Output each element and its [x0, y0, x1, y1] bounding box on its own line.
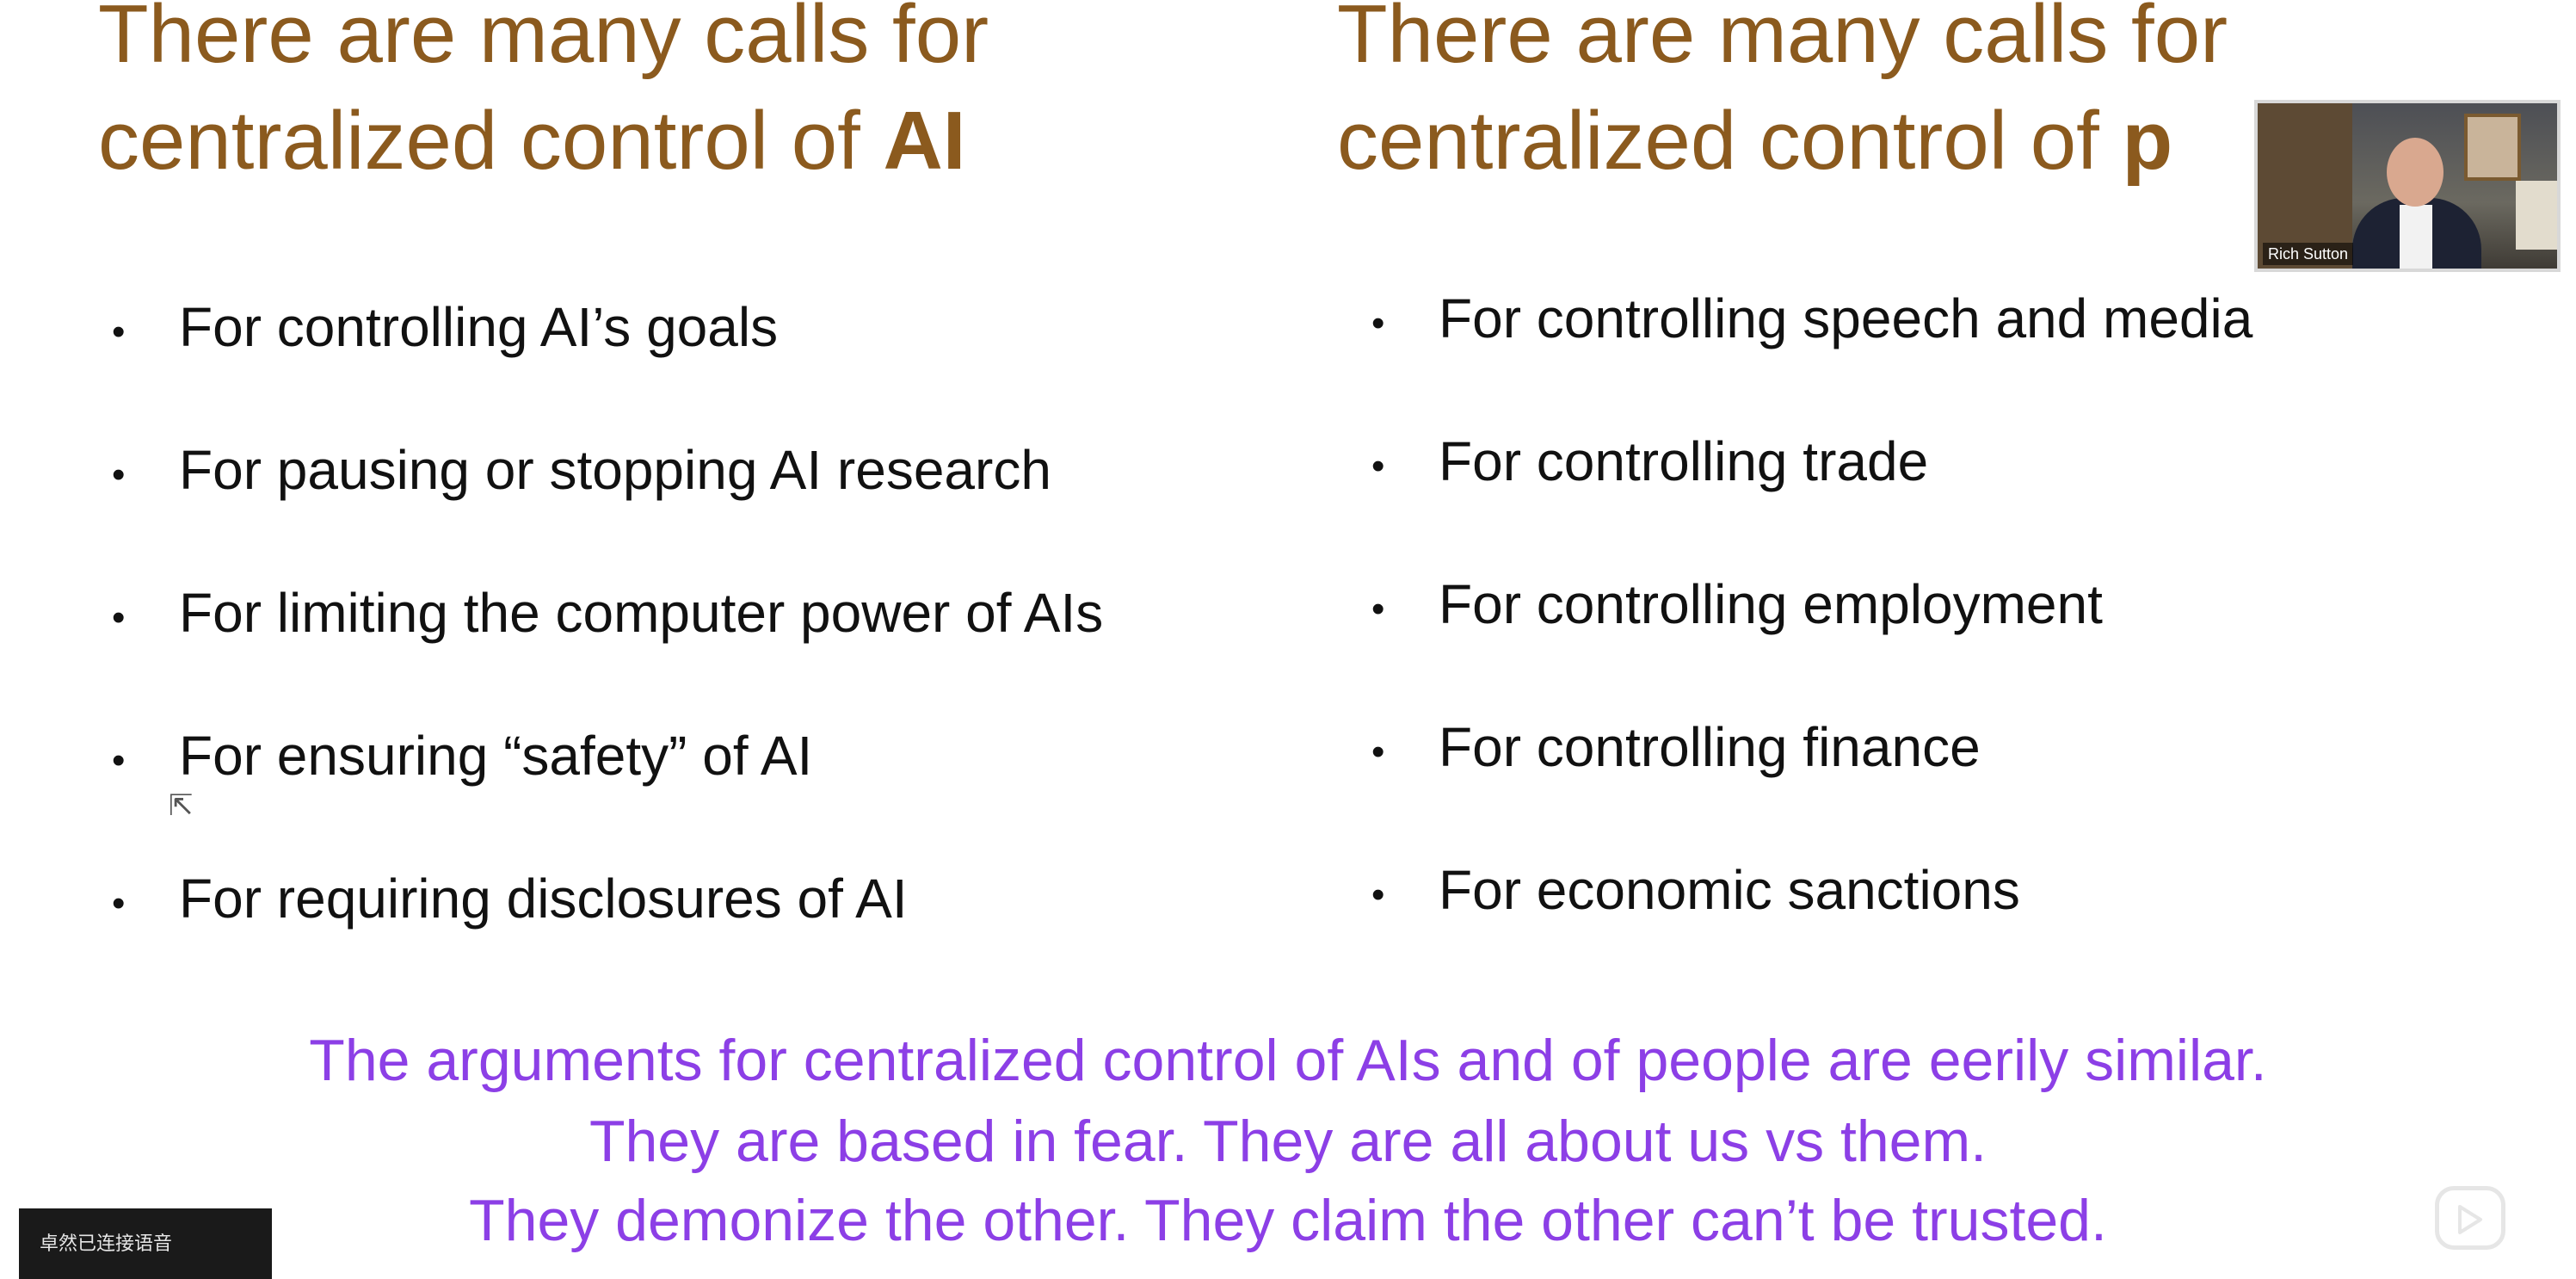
- list-item-text: For controlling AI’s goals: [179, 296, 779, 358]
- list-item: • For requiring disclosures of AI: [112, 861, 1282, 1004]
- list-item-text: For controlling finance: [1439, 716, 1981, 778]
- left-bullet-list: • For controlling AI’s goals • For pausing…: [112, 289, 1282, 1004]
- right-bullet-list: • For controlling speech and media • For c…: [1371, 281, 2542, 995]
- list-item-text: For ensuring “safety” of AI: [179, 725, 813, 787]
- list-item-text: For economic sanctions: [1439, 859, 2020, 921]
- conclusion-line-1: The arguments for centralized control of…: [309, 1028, 2267, 1093]
- list-item: • For limiting the computer power of AIs: [112, 575, 1282, 718]
- bullet-icon: •: [1371, 588, 1385, 630]
- play-icon: [2458, 1205, 2482, 1234]
- video-background-shelf: [2258, 103, 2352, 269]
- right-heading-line2: centralized control of: [1337, 95, 2123, 187]
- right-heading-line1: There are many calls for: [1337, 0, 2228, 80]
- bullet-icon: •: [112, 882, 126, 924]
- list-item-text: For pausing or stopping AI research: [179, 439, 1051, 501]
- left-heading-line2: centralized control of: [98, 95, 884, 187]
- list-item: • For controlling speech and media: [1371, 281, 2542, 423]
- voice-connection-panel[interactable]: 卓然已连接语音: [19, 1208, 272, 1279]
- bullet-icon: •: [1371, 302, 1385, 344]
- list-item: • For controlling AI’s goals: [112, 289, 1282, 432]
- bullet-icon: •: [1371, 445, 1385, 487]
- list-item: • For economic sanctions: [1371, 852, 2542, 995]
- video-background-paper: [2516, 181, 2557, 250]
- list-item-text: For controlling employment: [1439, 573, 2103, 635]
- left-heading-emphasis: AI: [883, 95, 966, 187]
- video-background-frame: [2464, 114, 2521, 181]
- right-heading: There are many calls for centralized con…: [1337, 0, 2228, 195]
- speaker-head: [2387, 138, 2444, 207]
- speaker-name-label: Rich Sutton: [2263, 243, 2354, 265]
- cursor-icon: ⇱: [169, 789, 194, 822]
- bullet-icon: •: [112, 739, 126, 782]
- list-item: • For pausing or stopping AI research: [112, 432, 1282, 575]
- list-item-text: For requiring disclosures of AI: [179, 868, 908, 930]
- play-button[interactable]: [2435, 1186, 2505, 1250]
- bullet-icon: •: [112, 311, 126, 353]
- bullet-icon: •: [112, 454, 126, 496]
- list-item-text: For limiting the computer power of AIs: [179, 582, 1104, 644]
- left-heading-line1: There are many calls for: [98, 0, 989, 80]
- list-item-text: For controlling trade: [1439, 430, 1929, 492]
- bullet-icon: •: [112, 596, 126, 639]
- list-item-text: For controlling speech and media: [1439, 287, 2253, 349]
- bullet-icon: •: [1371, 874, 1385, 916]
- speaker-video[interactable]: Rich Sutton: [2254, 100, 2561, 272]
- left-heading: There are many calls for centralized con…: [98, 0, 989, 195]
- speaker-shirt: [2400, 205, 2432, 269]
- list-item: • For controlling employment: [1371, 566, 2542, 709]
- right-heading-emphasis: p: [2122, 95, 2173, 187]
- list-item: • For ensuring “safety” of AI: [112, 718, 1282, 861]
- bullet-icon: •: [1371, 731, 1385, 773]
- list-item: • For controlling finance: [1371, 709, 2542, 852]
- list-item: • For controlling trade: [1371, 423, 2542, 566]
- conclusion-line-2: They are based in fear. They are all abo…: [589, 1109, 1987, 1174]
- conclusion-line-3: They demonize the other. They claim the …: [469, 1188, 2107, 1253]
